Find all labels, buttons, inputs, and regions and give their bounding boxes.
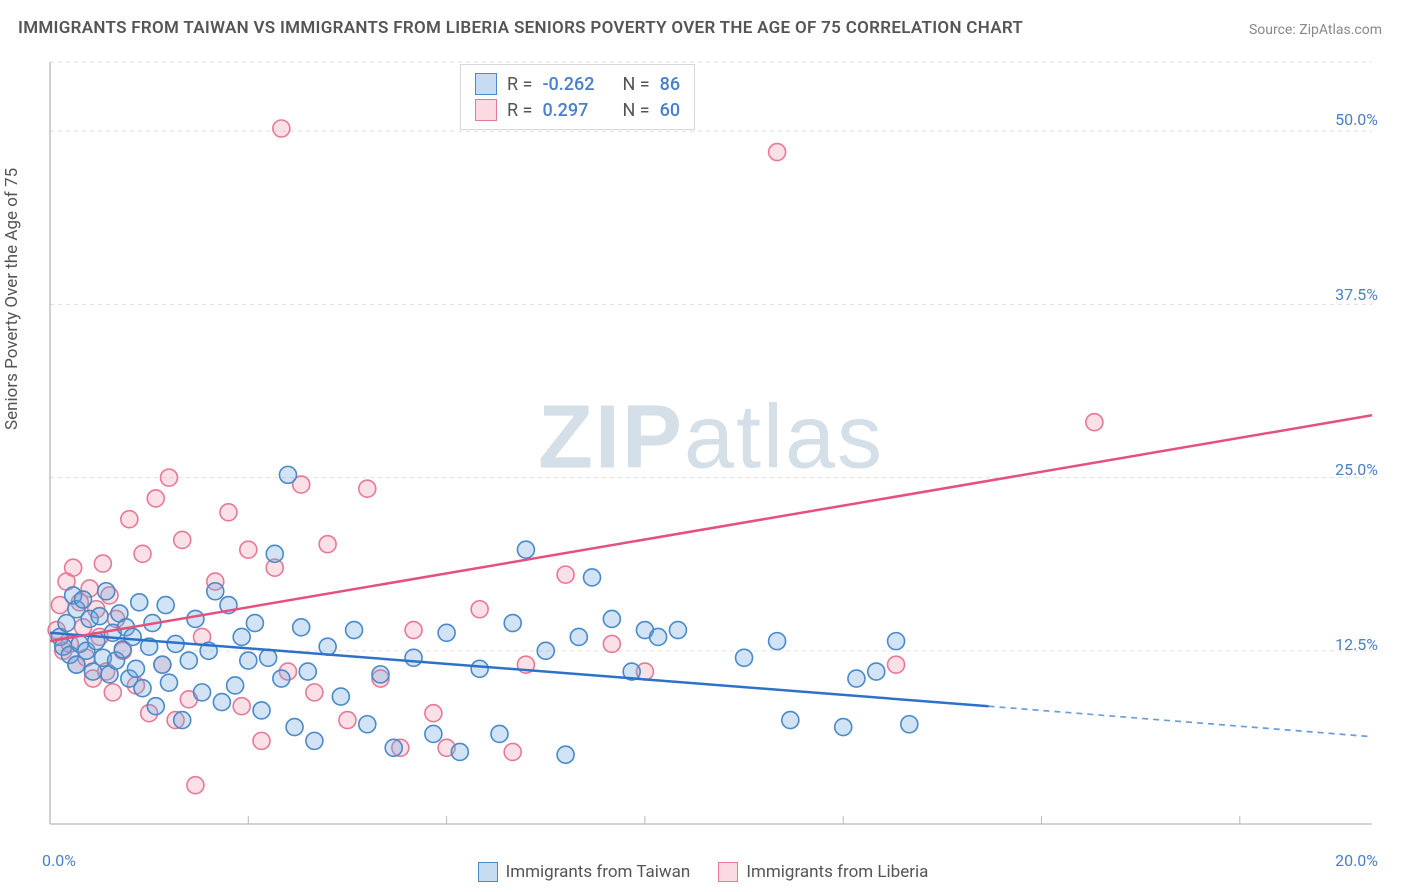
legend-row-taiwan: R = -0.262 N = 86 (475, 71, 680, 97)
legend-item-taiwan: Immigrants from Taiwan (478, 862, 691, 882)
source-attribution: Source: ZipAtlas.com (1249, 22, 1382, 38)
chart-title: IMMIGRANTS FROM TAIWAN VS IMMIGRANTS FRO… (18, 18, 1023, 38)
correlation-legend: R = -0.262 N = 86 R = 0.297 N = 60 (460, 64, 695, 130)
x-tick-1: 20.0% (1335, 851, 1378, 870)
legend-swatch-liberia (718, 862, 738, 882)
legend-swatch-taiwan (478, 862, 498, 882)
x-tick-0: 0.0% (42, 851, 76, 870)
y-tick-1: 25.0% (1335, 460, 1378, 479)
n-value-taiwan: 86 (660, 74, 680, 95)
legend-label-taiwan: Immigrants from Taiwan (506, 862, 691, 882)
legend-item-liberia: Immigrants from Liberia (718, 862, 928, 882)
n-value-liberia: 60 (660, 100, 680, 121)
n-label: N = (622, 74, 649, 95)
y-tick-3: 50.0% (1335, 110, 1378, 129)
y-tick-0: 12.5% (1335, 635, 1378, 654)
chart-plot-area: ZIPatlas (46, 58, 1376, 828)
legend-swatch-liberia (475, 99, 497, 121)
r-label: R = (507, 74, 532, 95)
y-tick-2: 37.5% (1335, 285, 1378, 304)
series-legend: Immigrants from Taiwan Immigrants from L… (0, 862, 1406, 882)
n-label: N = (622, 100, 649, 121)
legend-label-liberia: Immigrants from Liberia (746, 862, 928, 882)
r-label: R = (507, 100, 532, 121)
y-axis-label: Seniors Poverty Over the Age of 75 (2, 168, 22, 430)
r-value-taiwan: -0.262 (542, 74, 612, 95)
legend-row-liberia: R = 0.297 N = 60 (475, 97, 680, 123)
r-value-liberia: 0.297 (542, 100, 612, 121)
legend-swatch-taiwan (475, 73, 497, 95)
scatter-chart-svg (46, 58, 1376, 828)
